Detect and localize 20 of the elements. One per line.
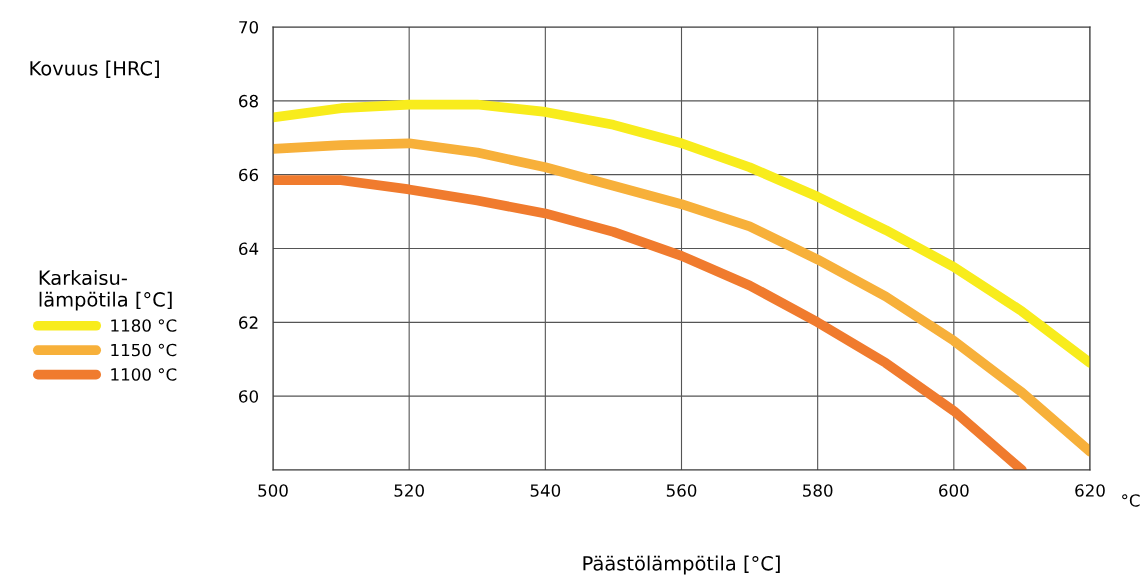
y-tick-label: 70 bbox=[239, 20, 258, 34]
y-tick-label: 62 bbox=[239, 316, 258, 329]
x-tick-label: 620 bbox=[1075, 484, 1105, 497]
text: °C bbox=[1122, 494, 1140, 507]
legend-label: 1180 °C bbox=[111, 319, 177, 332]
x-tick-label: 520 bbox=[394, 484, 424, 497]
x-tick-label: 540 bbox=[530, 484, 561, 497]
x-tick-label: 600 bbox=[939, 484, 969, 497]
legend-label: 1150 °C bbox=[111, 343, 177, 357]
x-tick-label: 580 bbox=[803, 484, 833, 497]
x-tick-label: 560 bbox=[666, 484, 697, 497]
y-tick-label: 66 bbox=[239, 168, 259, 182]
y-tick-label: 64 bbox=[239, 242, 259, 256]
legend-label: 1100 °C bbox=[111, 368, 177, 381]
y-tick-label: 68 bbox=[239, 94, 258, 108]
x-axis-title: Päästölämpötila [°C] bbox=[583, 555, 780, 575]
x-tick-label: 500 bbox=[258, 484, 288, 497]
legend-title: Karkaisu- lämpötila [°C] bbox=[39, 270, 172, 311]
y-axis-title: Kovuus [HRC] bbox=[30, 60, 159, 78]
y-tick-label: 60 bbox=[239, 390, 258, 403]
